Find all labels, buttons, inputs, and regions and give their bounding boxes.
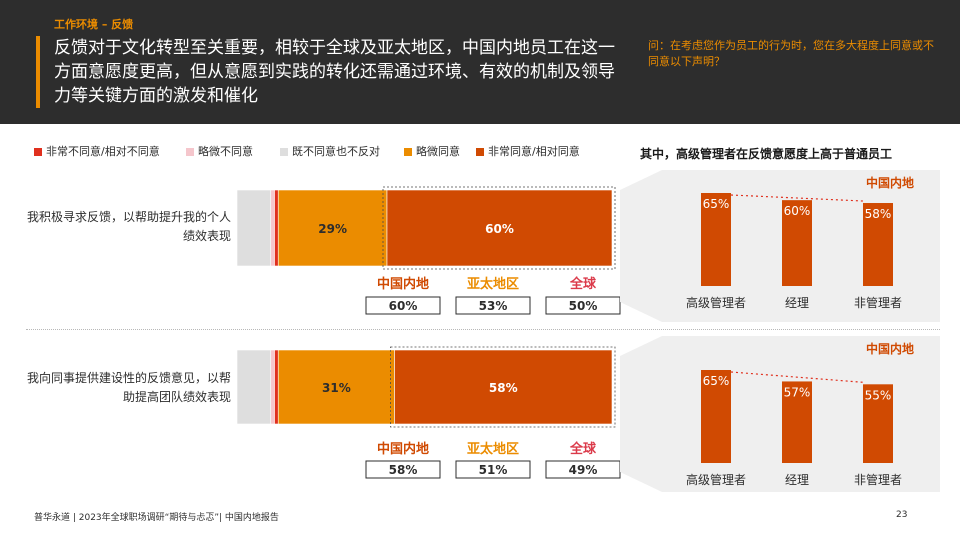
legend-label: 略微不同意 (198, 145, 253, 158)
bar-value-label: 29% (318, 222, 347, 236)
side-category-label: 高级管理者 (686, 472, 746, 487)
legend-label: 略微同意 (416, 145, 460, 158)
legend-item-slightly-disagree: 略微不同意 (186, 145, 253, 159)
side-bar (701, 370, 731, 463)
side-chart-title-label: 中国内地 (866, 175, 914, 190)
bar-segment (394, 349, 613, 425)
side-bar-value: 65% (703, 374, 730, 388)
region-value-box (365, 460, 441, 479)
region-value: 60% (389, 299, 418, 313)
bar-segment (274, 189, 279, 267)
region-label: 全球 (569, 441, 597, 457)
page-headline: 反馈对于文化转型至关重要，相较于全球及亚太地区，中国内地员工在这一方面意愿度更高… (54, 38, 615, 106)
region-value-box (455, 460, 531, 479)
region-value-box (365, 296, 441, 315)
side-bar-value: 65% (703, 197, 730, 211)
legend-label: 非常不同意/相对不同意 (46, 145, 160, 158)
legend-item-strongly-agree: 非常同意/相对同意 (476, 145, 580, 159)
question-label: 助提高团队绩效表现 (123, 389, 231, 404)
side-bar (863, 203, 893, 286)
region-value: 58% (389, 463, 418, 477)
region-value: 51% (479, 463, 508, 477)
legend-item-slightly-agree: 略微同意 (404, 145, 460, 159)
header-accent-bar (36, 36, 40, 108)
bar-value-label: 31% (322, 381, 351, 395)
side-chart-title: 其中，高级管理者在反馈意愿度上高于普通员工 (640, 147, 893, 161)
legend-swatch (404, 148, 412, 156)
legend-label: 既不同意也不反对 (292, 145, 380, 158)
region-label: 全球 (569, 276, 597, 292)
side-category-label: 经理 (785, 473, 809, 487)
region-value-box (455, 296, 531, 315)
trend-line (730, 194, 864, 202)
footer-source: 普华永道 | 2023年全球职场调研“期待与忐忑”| 中国内地报告 (34, 513, 279, 523)
side-category-label: 非管理者 (854, 472, 902, 487)
bar-value-label: 58% (489, 381, 518, 395)
bar-segment (277, 349, 395, 425)
region-value: 50% (569, 299, 598, 313)
side-bar (863, 384, 893, 463)
legend-item-strongly-disagree: 非常不同意/相对不同意 (34, 145, 160, 159)
highlight-box (382, 186, 616, 270)
side-bar-value: 55% (865, 388, 892, 402)
bar-segment (236, 349, 272, 425)
page-number: 23 (896, 510, 908, 520)
question-label: 我积极寻求反馈，以帮助提升我的个人 (27, 209, 231, 224)
section-title: 工作环境 – 反馈 (54, 18, 134, 31)
side-chart-title-label: 中国内地 (866, 341, 914, 356)
region-value: 49% (569, 463, 598, 477)
header: 工作环境 – 反馈 反馈对于文化转型至关重要，相较于全球及亚太地区，中国内地员工… (0, 0, 960, 124)
bar-segment (236, 189, 272, 267)
region-value: 53% (479, 299, 508, 313)
bar-segment (274, 349, 279, 425)
region-label: 亚太地区 (467, 441, 519, 457)
region-label: 亚太地区 (467, 276, 519, 292)
side-bar (782, 200, 812, 286)
side-category-label: 非管理者 (854, 295, 902, 310)
side-bar-value: 60% (784, 204, 811, 218)
section-divider (26, 329, 940, 330)
question-label: 绩效表现 (183, 228, 231, 243)
bar-segment (270, 349, 275, 425)
legend-label: 非常同意/相对同意 (488, 145, 580, 158)
region-value-box (545, 296, 621, 315)
side-bar-value: 57% (784, 385, 811, 399)
trend-line (730, 371, 864, 383)
region-label: 中国内地 (377, 276, 429, 292)
highlight-box (390, 346, 616, 428)
side-panel-background (620, 170, 940, 322)
side-panel-background (620, 336, 940, 492)
legend-swatch (280, 148, 288, 156)
bar-segment (386, 189, 613, 267)
legend-swatch (186, 148, 194, 156)
question-label: 我向同事提供建设性的反馈意见，以帮 (27, 370, 231, 385)
legend-swatch (34, 148, 42, 156)
side-bar (782, 381, 812, 463)
survey-question: 问：在考虑您作为员工的行为时，您在多大程度上同意或不同意以下声明？ (648, 39, 934, 68)
side-category-label: 经理 (785, 296, 809, 310)
bar-value-label: 60% (485, 222, 514, 236)
side-bar (701, 193, 731, 286)
region-label: 中国内地 (377, 441, 429, 457)
legend-item-neutral: 既不同意也不反对 (280, 145, 380, 159)
legend-swatch (476, 148, 484, 156)
side-category-label: 高级管理者 (686, 295, 746, 310)
side-bar-value: 58% (865, 207, 892, 221)
bar-segment (270, 189, 275, 267)
